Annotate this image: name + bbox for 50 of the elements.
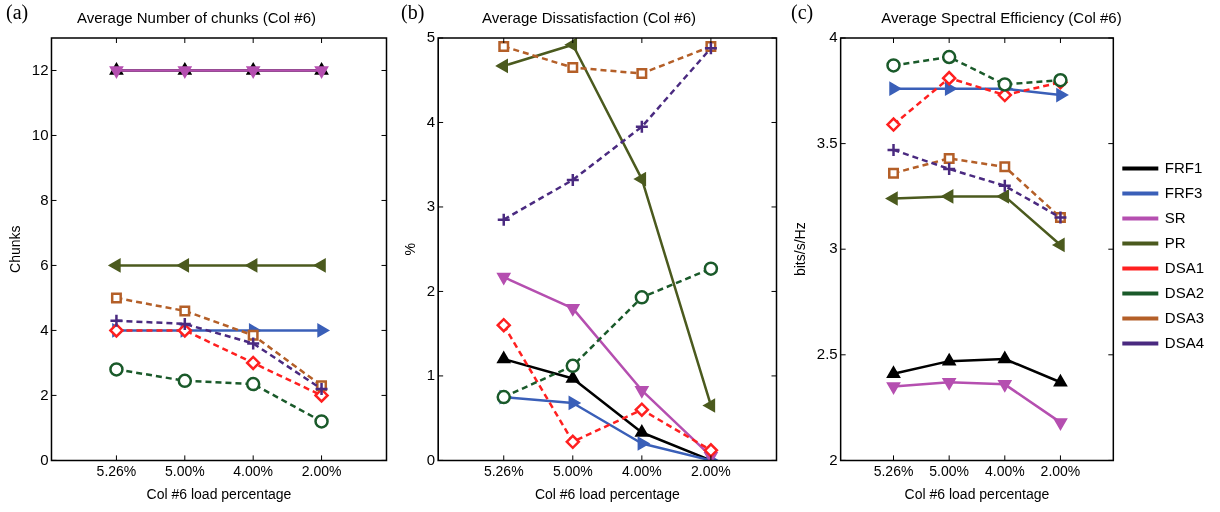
x-tick-label: 4.00% bbox=[622, 462, 662, 479]
y-tick-label: 12 bbox=[31, 60, 49, 78]
y-axis-title: Chunks bbox=[7, 225, 24, 273]
y-tick-label: 8 bbox=[40, 190, 49, 208]
y-tick-label: 3.5 bbox=[816, 133, 838, 151]
x-tick-label: 4.00% bbox=[984, 462, 1025, 479]
y-tick-label: 1 bbox=[426, 366, 436, 384]
legend-label: FRF3 bbox=[1164, 183, 1203, 201]
y-tick-label: 3 bbox=[829, 239, 838, 257]
x-tick-label: 5.00% bbox=[929, 462, 970, 479]
legend-label: FRF1 bbox=[1164, 158, 1203, 176]
x-axis-title: Col #6 load percentage bbox=[146, 486, 292, 503]
y-tick-label: 3 bbox=[426, 197, 436, 215]
legend-label: DSA2 bbox=[1164, 283, 1204, 301]
y-tick-label: 2 bbox=[40, 385, 49, 403]
x-tick-label: 5.00% bbox=[552, 462, 593, 479]
legend-label: DSA4 bbox=[1164, 333, 1204, 351]
legend-label: DSA1 bbox=[1164, 258, 1204, 276]
text: (b) bbox=[401, 1, 425, 25]
x-axis-title: Col #6 load percentage bbox=[904, 486, 1050, 503]
y-tick-label: 4 bbox=[40, 320, 49, 338]
text: (c) bbox=[791, 1, 814, 25]
y-axis-title: % bbox=[402, 242, 419, 256]
y-tick-label: 0 bbox=[40, 450, 49, 468]
chart-title: Average Spectral Efficiency (Col #6) bbox=[881, 9, 1122, 27]
x-axis-title: Col #6 load percentage bbox=[534, 486, 680, 503]
x-tick-label: 5.26% bbox=[873, 462, 914, 479]
y-axis-title: bits/s/Hz bbox=[792, 222, 809, 277]
x-tick-label: 4.00% bbox=[233, 462, 274, 479]
y-tick-label: 4 bbox=[426, 112, 436, 130]
legend-label: DSA3 bbox=[1164, 308, 1204, 326]
x-tick-label: 2.00% bbox=[301, 462, 342, 479]
y-tick-label: 4 bbox=[829, 28, 838, 46]
x-tick-label: 5.00% bbox=[164, 462, 205, 479]
chart-title: Average Dissatisfaction (Col #6) bbox=[482, 9, 696, 27]
legend-label: SR bbox=[1164, 208, 1186, 226]
chart-title: Average Number of chunks (Col #6) bbox=[76, 9, 317, 27]
text: (a) bbox=[6, 1, 29, 25]
legend-label: PR bbox=[1164, 233, 1186, 251]
x-tick-label: 2.00% bbox=[1040, 462, 1081, 479]
y-tick-label: 2 bbox=[829, 450, 838, 468]
x-tick-label: 5.26% bbox=[483, 462, 524, 479]
y-tick-label: 10 bbox=[31, 125, 49, 143]
y-tick-label: 2.5 bbox=[816, 344, 838, 362]
y-tick-label: 6 bbox=[40, 255, 49, 273]
y-tick-label: 5 bbox=[426, 28, 436, 46]
x-tick-label: 5.26% bbox=[96, 462, 137, 479]
y-tick-label: 2 bbox=[426, 281, 436, 299]
y-tick-label: 0 bbox=[426, 450, 436, 468]
x-tick-label: 2.00% bbox=[691, 462, 731, 479]
